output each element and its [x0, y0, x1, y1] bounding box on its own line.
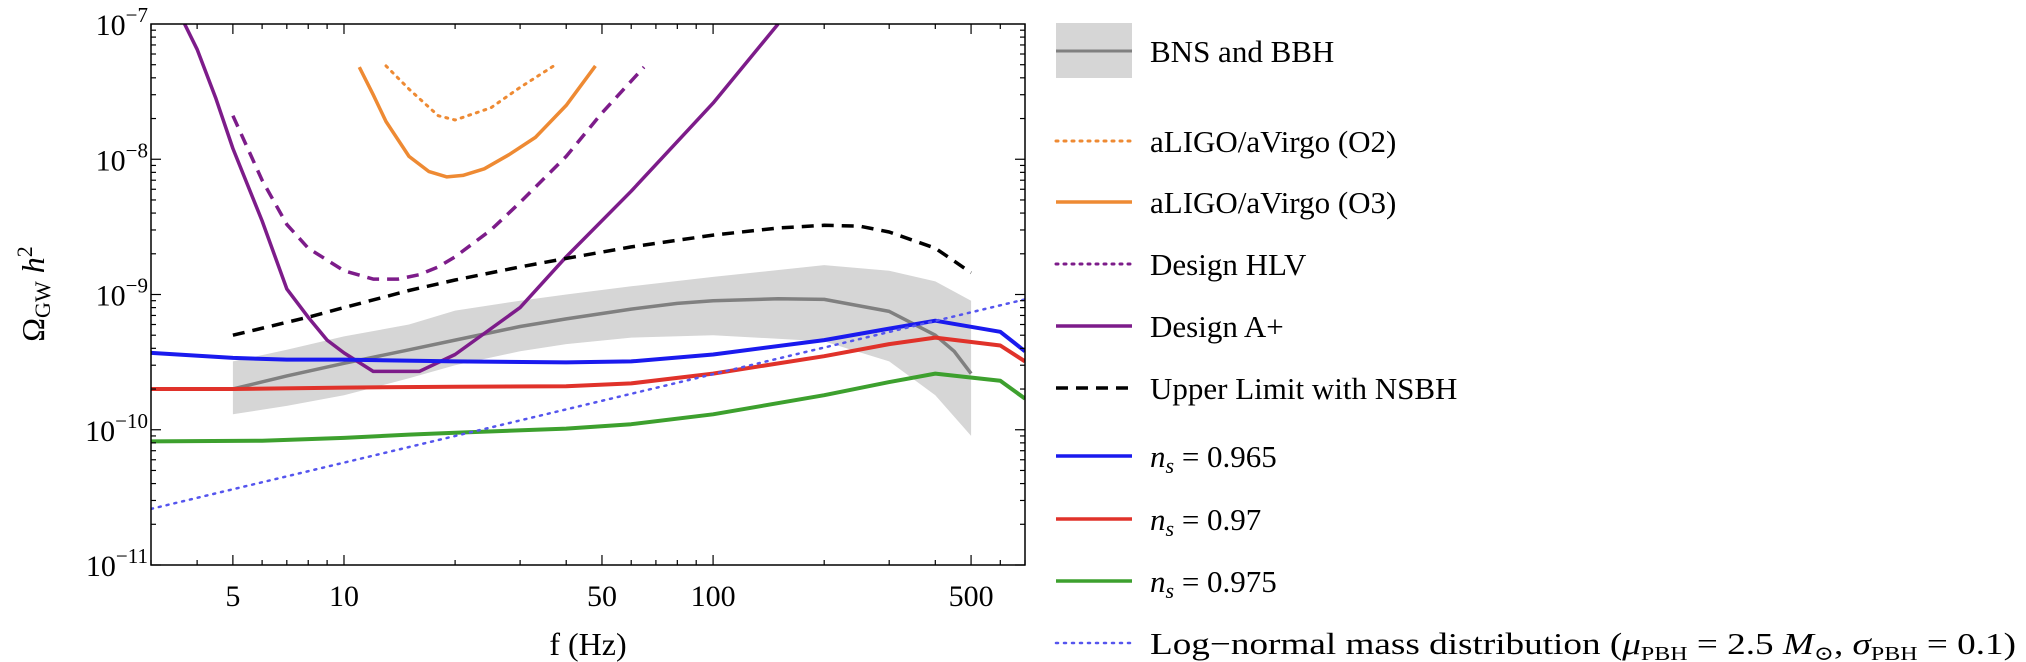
- y-tick-label: 10−9: [96, 274, 148, 313]
- legend-label: BNS and BBH: [1150, 34, 1334, 69]
- legend-entry-lognormal: Log−normal mass distribution (μ PBH = 2.5…: [1054, 626, 2016, 662]
- legend-label: Design A+: [1150, 309, 1284, 344]
- x-tick-label: 100: [691, 580, 736, 613]
- x-axis-title: f (Hz): [549, 626, 626, 662]
- y-tick-label: 10−7: [96, 3, 148, 42]
- legend-entry-o2: aLIGO/aVirgo (O2): [1054, 124, 1396, 159]
- legend-entry-nsbh: Upper Limit with NSBH: [1056, 371, 1457, 406]
- legend-label: Log−normal mass distribution (μ PBH = 2.5…: [1150, 626, 2016, 662]
- series-aligo-avirgo-o3: [357, 64, 597, 179]
- series-design-hlv: [231, 65, 646, 281]
- legend-entry-o3: aLIGO/aVirgo (O3): [1056, 185, 1396, 220]
- series-ns-0-975: [151, 371, 1025, 444]
- y-axis-title-exp: 2: [12, 246, 37, 257]
- legend-entry-bns-bbh: BNS and BBH: [1056, 23, 1334, 78]
- series-upper-limit-with-nsbh: [232, 223, 973, 337]
- y-axis-title-h: h: [15, 257, 51, 281]
- x-tick-label: 10: [329, 580, 359, 613]
- x-tick-label: 50: [587, 580, 617, 613]
- legend-entry-ns-0975: ns = 0.975: [1056, 564, 1277, 603]
- legend-label: aLIGO/aVirgo (O2): [1150, 124, 1396, 159]
- legend-label: Upper Limit with NSBH: [1150, 371, 1457, 406]
- legend-label: ns = 0.965: [1150, 439, 1277, 478]
- series-design-a: [183, 24, 780, 374]
- legend-label: aLIGO/aVirgo (O3): [1150, 185, 1396, 220]
- series-ns-0-965: [151, 318, 1025, 365]
- bns-bbh-band: [232, 265, 972, 436]
- legend-entry-ns-097: ns = 0.97: [1056, 502, 1261, 541]
- legend-label: Design HLV: [1150, 247, 1307, 282]
- y-axis-title: ΩGW h2: [12, 246, 55, 341]
- legend-entry-design-aplus: Design A+: [1056, 309, 1284, 344]
- x-tick-label: 500: [949, 580, 994, 613]
- legend-label: ns = 0.975: [1150, 564, 1277, 603]
- legend-label: ns = 0.97: [1150, 502, 1261, 541]
- x-axis-ticks: 5 10 50 100 500: [150, 24, 1026, 613]
- y-axis-ticks: 10−7 10−8 10−9 10−10 10−11: [85, 3, 1025, 583]
- y-tick-label: 10−10: [85, 409, 148, 448]
- svg-text:ΩGW h2: ΩGW h2: [12, 246, 55, 341]
- series-aligo-avirgo-o2: [384, 64, 556, 122]
- series-log-normal-mass-distribution: [151, 298, 1025, 511]
- legend-entry-design-hlv: Design HLV: [1054, 247, 1307, 282]
- series-ns-0-97: [151, 335, 1025, 391]
- y-axis-title-sub: GW: [30, 281, 55, 318]
- y-tick-label: 10−8: [96, 138, 148, 177]
- legend-entry-ns-0965: ns = 0.965: [1056, 439, 1277, 478]
- y-axis-title-omega: Ω: [15, 318, 51, 342]
- legend: BNS and BBH aLIGO/aVirgo (O2) aLIGO/aVir…: [1054, 23, 2016, 662]
- plot-area: [151, 24, 1025, 511]
- x-tick-label: 5: [225, 580, 240, 613]
- y-tick-label: 10−11: [86, 544, 148, 583]
